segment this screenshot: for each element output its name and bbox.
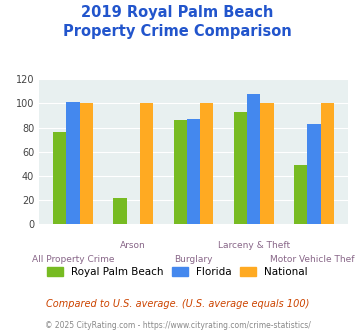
Text: Compared to U.S. average. (U.S. average equals 100): Compared to U.S. average. (U.S. average … (46, 299, 309, 309)
Text: 2019 Royal Palm Beach
Property Crime Comparison: 2019 Royal Palm Beach Property Crime Com… (63, 5, 292, 39)
Text: Larceny & Theft: Larceny & Theft (218, 241, 290, 250)
Bar (307, 124, 321, 224)
Bar (234, 112, 247, 224)
Bar (174, 120, 187, 224)
Bar (321, 103, 334, 224)
Bar (247, 94, 260, 224)
Bar (140, 103, 153, 224)
Legend: Royal Palm Beach, Florida, National: Royal Palm Beach, Florida, National (43, 263, 312, 281)
Bar (113, 198, 127, 224)
Bar (260, 103, 274, 224)
Text: All Property Crime: All Property Crime (32, 255, 114, 264)
Bar (294, 165, 307, 224)
Bar (200, 103, 213, 224)
Text: Arson: Arson (120, 241, 146, 250)
Bar (187, 119, 200, 224)
Text: Motor Vehicle Theft: Motor Vehicle Theft (270, 255, 355, 264)
Bar (53, 132, 66, 224)
Text: © 2025 CityRating.com - https://www.cityrating.com/crime-statistics/: © 2025 CityRating.com - https://www.city… (45, 321, 310, 330)
Text: Burglary: Burglary (174, 255, 213, 264)
Bar (80, 103, 93, 224)
Bar (66, 102, 80, 224)
